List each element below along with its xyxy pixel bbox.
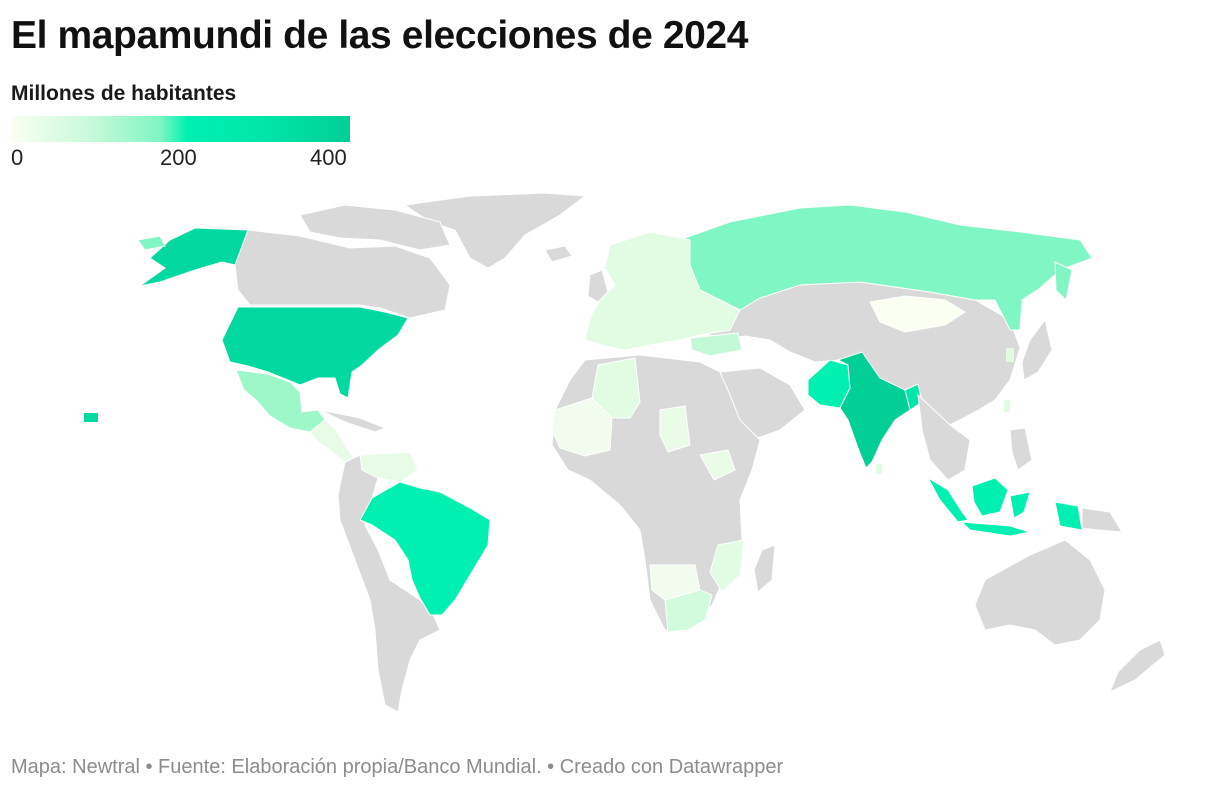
region-central-america[interactable] — [309, 419, 356, 463]
region-indonesia-papua[interactable] — [1054, 501, 1083, 531]
region-kamchatka[interactable] — [1054, 261, 1073, 302]
region-brazil[interactable] — [359, 481, 491, 616]
legend-tick-400: 400 — [310, 145, 347, 170]
region-west-africa[interactable] — [551, 397, 613, 457]
region-sri-lanka[interactable] — [876, 464, 882, 474]
world-map-svg — [84, 192, 1166, 713]
region-canada[interactable] — [234, 229, 451, 319]
region-taiwan[interactable] — [1004, 400, 1010, 412]
region-alaska[interactable] — [139, 227, 249, 287]
region-mongolia[interactable] — [869, 295, 966, 333]
legend-title: Millones de habitantes — [11, 82, 237, 105]
region-india[interactable] — [836, 351, 919, 469]
region-greenland[interactable] — [403, 192, 587, 269]
region-chad[interactable] — [659, 405, 691, 453]
region-philippines[interactable] — [1009, 427, 1033, 471]
region-united-states[interactable] — [221, 306, 409, 399]
legend-color-scale — [11, 116, 350, 142]
region-indonesia-sulawesi[interactable] — [1009, 491, 1031, 519]
region-madagascar[interactable] — [753, 544, 776, 593]
region-iceland[interactable] — [544, 245, 573, 263]
region-indonesia-java[interactable] — [960, 521, 1031, 537]
region-southeast-asia[interactable] — [917, 393, 971, 481]
source-footer: Mapa: Newtral • Fuente: Elaboración prop… — [11, 756, 784, 778]
region-arabia[interactable] — [719, 367, 806, 439]
world-map — [0, 180, 1220, 740]
region-japan[interactable] — [1021, 318, 1053, 381]
region-south-africa[interactable] — [664, 589, 713, 633]
region-indonesia-sumatra[interactable] — [926, 476, 969, 523]
region-caribbean[interactable] — [319, 409, 387, 433]
region-uk[interactable] — [587, 269, 609, 303]
region-chukotka[interactable] — [137, 235, 166, 251]
region-canada-islands[interactable] — [299, 204, 451, 251]
region-new-zealand[interactable] — [1109, 639, 1166, 694]
region-turkey[interactable] — [689, 332, 743, 357]
region-south-korea[interactable] — [1006, 348, 1014, 362]
region-australia[interactable] — [974, 539, 1106, 646]
region-hawaii[interactable] — [84, 413, 98, 422]
region-mozambique[interactable] — [709, 539, 745, 593]
region-indonesia-borneo[interactable] — [971, 477, 1009, 517]
legend-tick-0: 0 — [11, 145, 24, 170]
region-ethiopia[interactable] — [699, 449, 736, 481]
map-title: El mapamundi de las elecciones de 2024 — [11, 14, 748, 57]
legend-tick-200: 200 — [160, 145, 197, 170]
region-papua-new-guinea[interactable] — [1081, 507, 1123, 533]
